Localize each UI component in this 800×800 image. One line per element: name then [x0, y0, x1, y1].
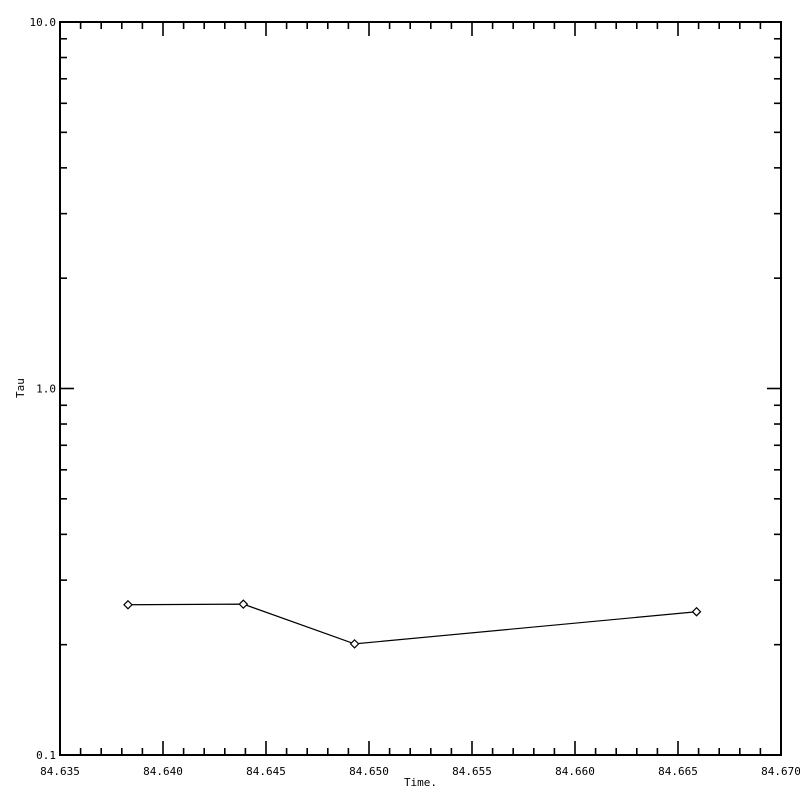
data-point-marker: [123, 599, 133, 610]
y-tick-label: 10.0: [30, 16, 57, 29]
x-tick-label: 84.660: [555, 765, 595, 778]
x-tick-label: 84.655: [452, 765, 492, 778]
x-axis-title: Time.: [403, 776, 438, 789]
plot-frame: [59, 21, 782, 756]
x-tick-label: 84.645: [246, 765, 286, 778]
x-tick-label: 84.640: [143, 765, 183, 778]
data-point-marker: [238, 599, 249, 609]
x-tick-label: 84.670: [761, 765, 800, 778]
y-tick-label: 1.0: [36, 383, 56, 396]
x-tick-label: 84.665: [658, 765, 698, 778]
y-axis-title: Tau: [14, 378, 27, 398]
x-tick-label: 84.650: [349, 765, 389, 778]
y-tick-label: 0.1: [36, 749, 56, 762]
data-line: [127, 603, 697, 645]
data-point-marker: [691, 606, 702, 617]
data-point-marker: [349, 639, 360, 649]
x-tick-label: 84.635: [40, 765, 80, 778]
